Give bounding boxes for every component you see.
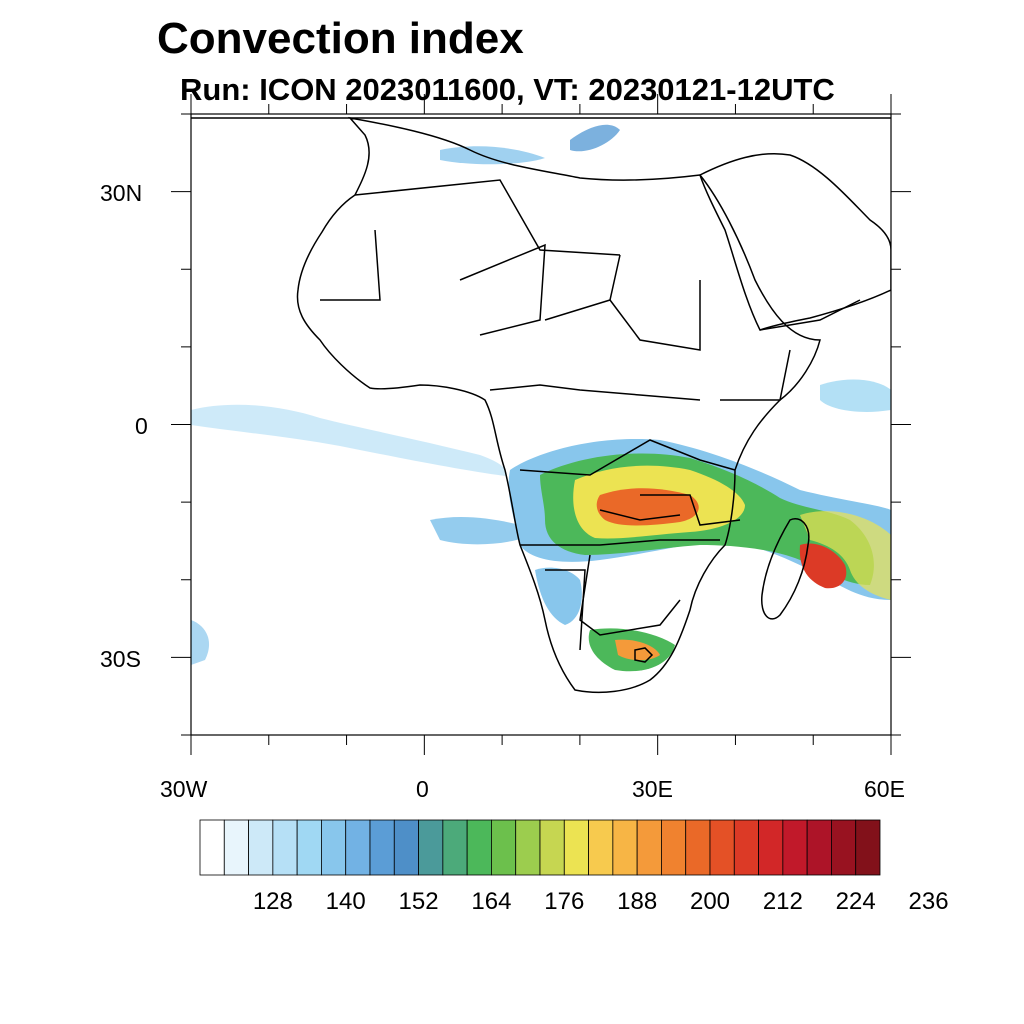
colorbar-tick-label: 128 <box>252 888 293 915</box>
colorbar-swatch <box>782 819 808 876</box>
y-tick-30s: 30S <box>100 646 141 672</box>
field-cyclone-arm <box>800 511 891 600</box>
field-madagascar-cyclone <box>799 543 847 589</box>
colorbar-swatch <box>199 819 225 876</box>
colorbar-swatch <box>369 819 395 876</box>
run-subtitle: Run: ICON 2023011600, VT: 20230121-12UTC <box>180 72 835 107</box>
colorbar-tick-label: 200 <box>689 888 731 915</box>
border-11 <box>640 494 741 526</box>
colorbar-swatch <box>612 819 638 876</box>
colorbar-swatch <box>272 819 298 876</box>
field-north-coast <box>440 146 545 165</box>
colorbar <box>199 819 881 876</box>
x-tick-30w: 30W <box>160 776 208 802</box>
border-12 <box>599 509 681 521</box>
border-6 <box>489 384 701 401</box>
border-10 <box>545 569 586 651</box>
colorbar-tick-label: 212 <box>762 888 803 915</box>
colorbar-swatch <box>345 819 371 876</box>
colorbar-swatch <box>685 819 711 876</box>
colorbar-swatch <box>296 819 322 876</box>
border-1 <box>354 179 621 256</box>
colorbar-tick-label: 164 <box>471 888 512 915</box>
colorbar-swatch <box>466 819 492 876</box>
madagascar-coastline <box>761 518 810 620</box>
colorbar-tick-label: 176 <box>544 888 585 915</box>
x-tick-60e: 60E <box>864 776 905 802</box>
colorbar-tick-label: 140 <box>325 888 366 915</box>
field-indian-ocean <box>820 379 891 412</box>
colorbar-swatch <box>248 819 274 876</box>
colorbar-tick-label: 152 <box>398 888 439 915</box>
colorbar-swatch <box>223 819 249 876</box>
border-14 <box>720 349 791 401</box>
field-sw-ocean <box>191 620 210 665</box>
arabia-coastline <box>699 152 891 331</box>
border-4 <box>544 254 621 321</box>
colorbar-swatch <box>418 819 444 876</box>
field-north-east <box>570 124 620 152</box>
colorbar-swatch <box>636 819 662 876</box>
y-tick-0: 0 <box>135 413 148 439</box>
border-2 <box>320 229 381 301</box>
colorbar-tick-label: 188 <box>617 888 658 915</box>
lesotho-outline <box>634 647 654 663</box>
field-atlantic-streaks <box>430 517 540 545</box>
field-central-africa-core <box>596 488 699 526</box>
x-tick-0: 0 <box>416 776 429 802</box>
y-tick-30n: 30N <box>100 180 143 206</box>
border-9 <box>579 554 681 636</box>
colorbar-swatch <box>709 819 735 876</box>
border-7 <box>519 439 736 476</box>
colorbar-swatch <box>831 819 857 876</box>
colorbar-swatch <box>733 819 759 876</box>
border-8 <box>520 539 720 546</box>
colorbar-swatch <box>539 819 565 876</box>
field-itcz-atlantic <box>191 404 507 476</box>
colorbar-swatch <box>393 819 419 876</box>
colorbar-swatch <box>758 819 784 876</box>
axis-ticks <box>171 94 911 755</box>
colorbar-swatch <box>515 819 541 876</box>
chart-title: Convection index <box>157 14 524 63</box>
colorbar-swatch <box>806 819 832 876</box>
colorbar-swatch <box>442 819 468 876</box>
coastlines <box>191 116 891 694</box>
colorbar-swatch <box>661 819 687 876</box>
convection-fields <box>191 124 891 672</box>
field-namibia <box>535 567 582 625</box>
border-13 <box>759 299 861 331</box>
colorbar-tick-label: 236 <box>908 888 949 915</box>
colorbar-swatch <box>491 819 517 876</box>
border-5 <box>609 280 701 351</box>
colorbar-swatch <box>588 819 614 876</box>
border-3 <box>459 243 546 336</box>
colorbar-swatch <box>563 819 589 876</box>
colorbar-swatch <box>855 819 881 876</box>
colorbar-tick-label: 224 <box>835 888 876 915</box>
x-tick-30e: 30E <box>632 776 673 802</box>
colorbar-swatch <box>321 819 347 876</box>
africa-coastline <box>296 116 821 694</box>
